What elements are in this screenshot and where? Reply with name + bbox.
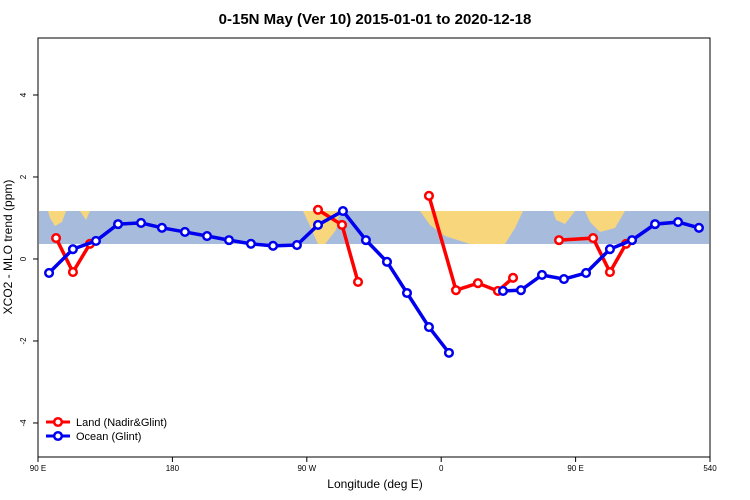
data-point [135,217,147,228]
data-point [67,267,78,278]
data-point [497,285,509,297]
x-tick-label: 0 [439,464,444,473]
data-point [51,233,62,244]
data-point [558,274,570,285]
x-axis-label: Longitude (deg E) [327,477,422,491]
data-point [604,267,615,278]
data-point [312,219,324,231]
data-point [179,226,190,237]
y-tick-label: 4 [19,92,28,97]
data-point [649,219,661,230]
data-point [156,222,167,233]
data-point [67,244,78,255]
y-tick-label: 2 [19,174,28,179]
legend-marker [52,416,64,428]
data-point [450,285,462,296]
x-tick-label: 540 [703,464,717,473]
legend-label: Land (Nadir&Glint) [76,417,167,429]
data-point [291,239,302,251]
data-point [581,267,592,278]
data-point [245,238,256,249]
data-point [268,240,279,251]
land-shape [80,211,90,220]
y-tick-label: -4 [19,419,28,427]
data-point [672,217,684,228]
legend-marker [52,430,64,442]
x-tick-label: 90 W [297,464,316,473]
data-point [312,204,324,215]
y-axis-label: XCO2 - MLO trend (ppm) [1,180,15,315]
data-point [352,276,364,287]
land-shape [553,211,575,224]
data-point [423,190,435,201]
data-point [536,269,548,281]
data-point [201,230,213,242]
chart-title: 0-15N May (Ver 10) 2015-01-01 to 2020-12… [219,11,532,28]
land-shape [585,211,625,232]
data-point [626,235,638,246]
data-point [507,272,519,283]
x-tick-label: 90 E [567,464,583,473]
data-point [401,287,413,299]
data-point [604,244,615,255]
data-point [336,219,348,231]
data-point [443,347,455,358]
y-tick-label: -2 [19,337,28,345]
data-point [515,285,526,296]
data-point [588,233,599,244]
land-shape [420,211,523,244]
legend-label: Ocean (Glint) [76,431,141,443]
data-point [693,222,704,233]
map-band [39,211,709,244]
x-tick-label: 180 [166,464,180,473]
data-point [223,235,235,246]
data-point [553,235,565,246]
data-point [44,267,55,278]
data-point [381,256,393,267]
series-line [502,220,700,293]
data-point [337,205,348,217]
data-point [112,219,124,230]
data-point [472,278,483,289]
data-point [360,235,371,246]
x-tick-label: 90 E [30,464,46,473]
data-point [423,321,435,333]
y-tick-label: 0 [19,256,28,261]
plot-frame [37,37,711,458]
land-shape [48,211,66,226]
data-point [90,235,101,246]
